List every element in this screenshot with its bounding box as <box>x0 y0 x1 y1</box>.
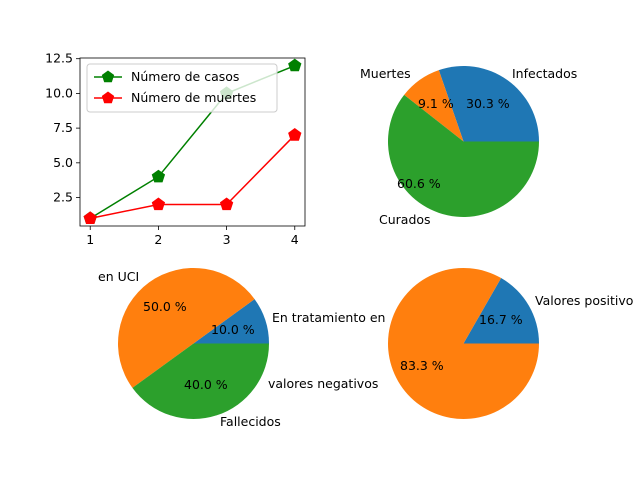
y-tick-label-4: 10.0 <box>45 85 73 100</box>
legend-label-muertes: Número de muertes <box>131 90 256 105</box>
legend-marker-muertes <box>101 91 115 104</box>
line-chart-ticks: 1 2 3 4 2.5 5.0 7.5 10.0 12.5 <box>45 51 299 247</box>
x-tick-label-1: 1 <box>86 232 94 247</box>
pie-1-pct-infectados: 30.3 % <box>466 96 510 111</box>
pie-1-label-curados: Curados <box>379 212 431 227</box>
pie-chart-1: Infectados Muertes Curados 30.3 % 9.1 % … <box>360 66 577 227</box>
line-chart-frame <box>79 57 306 227</box>
pie-3-pct-positivo: 16.7 % <box>479 312 523 327</box>
pie-2-label-tratamiento: En tratamiento en <box>272 310 385 325</box>
pie-3-label-positivo: Valores positivo <box>535 293 633 308</box>
pie-1-slice-1 <box>438 66 539 142</box>
pie-2-pct-uci: 50.0 % <box>143 299 187 314</box>
pie-1-slices <box>388 66 539 218</box>
pie-1-label-infectados: Infectados <box>512 66 577 81</box>
data-point-s2-1 <box>83 211 97 225</box>
legend-box <box>86 63 278 113</box>
line-plot-area <box>83 58 302 225</box>
pie-2-slice-1 <box>193 299 269 344</box>
pie-chart-2: En tratamiento en en UCI Fallecidos valo… <box>98 267 385 429</box>
y-tick-label-5: 12.5 <box>45 51 73 66</box>
pie-chart-3: Valores positivo 16.7 % 83.3 % <box>387 268 633 420</box>
line-chart: 1 2 3 4 2.5 5.0 7.5 10.0 12.5 Número de casos Nú… <box>45 51 306 247</box>
pie-2-slice-3 <box>132 343 269 420</box>
pie-2-extra-text: valores negativos <box>268 376 378 391</box>
pie-3-slices <box>387 268 539 420</box>
legend-marker-casos <box>101 70 115 83</box>
pie-3-slice-2 <box>387 268 539 420</box>
pie-1-slice-3 <box>388 94 539 218</box>
legend-label-casos: Número de casos <box>131 69 239 84</box>
pie-1-pct-curados: 60.6 % <box>397 176 441 191</box>
data-point-s2-3 <box>219 197 234 211</box>
pie-1-label-muertes: Muertes <box>360 66 411 81</box>
pie-2-label-uci: en UCI <box>98 269 139 284</box>
series-line-2 <box>90 134 296 220</box>
data-point-s2-4 <box>288 128 302 141</box>
x-tick-label-4: 4 <box>291 232 299 247</box>
pie-2-label-fallecidos: Fallecidos <box>220 414 281 429</box>
pie-3-slice-1 <box>463 278 539 344</box>
y-tick-label-1: 2.5 <box>53 190 73 205</box>
line-chart-legend: Número de casos Número de muertes <box>86 63 278 113</box>
data-point-s2-2 <box>151 197 166 211</box>
pie-2-slice-2 <box>117 267 255 388</box>
y-tick-label-2: 5.0 <box>53 155 73 170</box>
pie-2-pct-tratamiento: 10.0 % <box>211 322 255 337</box>
pie-1-pct-muertes: 9.1 % <box>418 96 454 111</box>
data-point-s1-4 <box>288 58 302 72</box>
x-tick-label-3: 3 <box>223 232 231 247</box>
pie-1-slice-2 <box>404 70 464 142</box>
y-tick-label-3: 7.5 <box>53 120 73 135</box>
data-point-s1-2 <box>151 169 166 183</box>
x-tick-label-2: 2 <box>154 232 162 247</box>
pie-2-pct-fallecidos: 40.0 % <box>184 377 228 392</box>
pie-3-pct-negativo: 83.3 % <box>400 358 444 373</box>
pie-2-slices <box>117 267 269 420</box>
